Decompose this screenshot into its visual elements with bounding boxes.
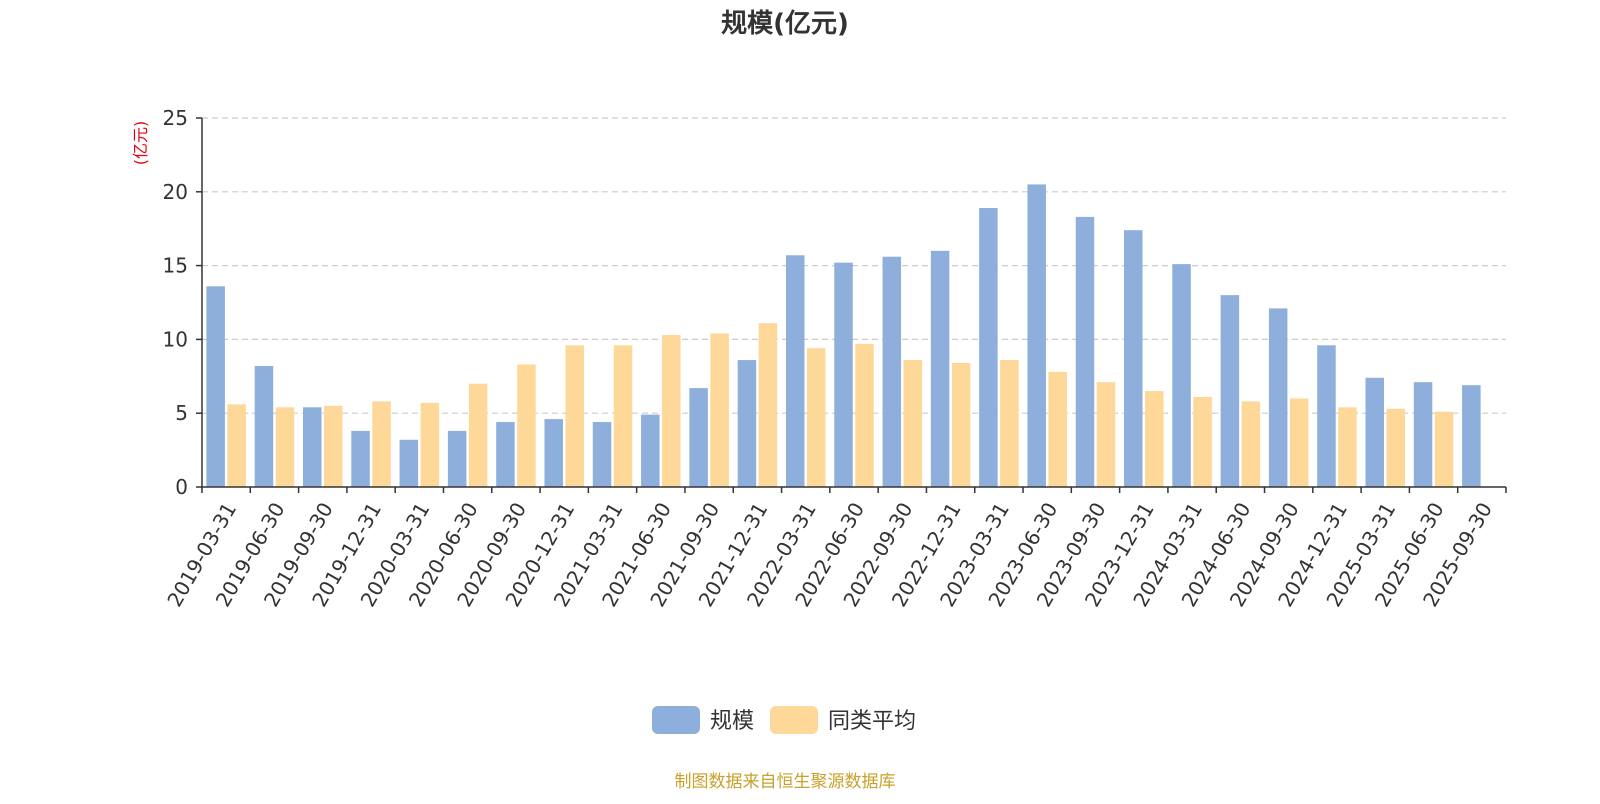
legend-item-scale[interactable]: 规模 xyxy=(652,706,754,734)
bar-peer-average-2019-06-30[interactable] xyxy=(275,407,295,487)
bar-peer-average-2021-12-31[interactable] xyxy=(758,323,778,487)
chart-title: 规模(亿元) xyxy=(721,9,849,39)
legend[interactable]: 规模 同类平均 xyxy=(652,706,916,734)
bar-peer-average-2022-09-30[interactable] xyxy=(903,360,923,487)
bar-peer-average-2019-03-31[interactable] xyxy=(227,404,246,487)
bar-scale-2019-06-30[interactable] xyxy=(254,365,274,487)
bar-scale-2025-09-30[interactable] xyxy=(1462,385,1481,487)
bar-scale-2023-03-31[interactable] xyxy=(979,208,998,487)
bar-scale-2023-12-31[interactable] xyxy=(1124,230,1143,487)
bar-scale-2024-06-30[interactable] xyxy=(1220,295,1240,487)
bar-scale-2024-03-31[interactable] xyxy=(1172,264,1191,487)
y-tick-label-0: 0 xyxy=(175,475,188,499)
bar-scale-2024-12-31[interactable] xyxy=(1317,345,1336,487)
legend-label-peer-average: 同类平均 xyxy=(828,709,916,734)
bar-scale-2021-03-31[interactable] xyxy=(592,422,612,487)
y-tick-label-2: 10 xyxy=(163,327,188,351)
bar-scale-2025-03-31[interactable] xyxy=(1365,377,1385,487)
bar-scale-2020-09-30[interactable] xyxy=(496,422,515,487)
bar-scale-2020-12-31[interactable] xyxy=(544,419,563,487)
bar-scale-2022-06-30[interactable] xyxy=(834,262,853,487)
grid-lines xyxy=(202,117,1506,414)
bar-peer-average-2019-12-31[interactable] xyxy=(372,401,391,487)
axes: 05101520252019-03-312019-06-302019-09-30… xyxy=(162,106,1507,611)
bar-peer-average-2023-06-30[interactable] xyxy=(1048,371,1067,487)
bar-peer-average-2021-09-30[interactable] xyxy=(710,333,729,487)
bar-peer-average-2022-03-31[interactable] xyxy=(806,348,826,487)
bar-peer-average-2024-03-31[interactable] xyxy=(1193,396,1212,487)
bar-scale-2024-09-30[interactable] xyxy=(1268,308,1288,487)
bar-peer-average-2023-09-30[interactable] xyxy=(1096,382,1116,487)
y-tick-label-1: 5 xyxy=(175,401,188,425)
y-tick-label-4: 20 xyxy=(163,180,188,204)
bar-scale-2022-09-30[interactable] xyxy=(882,256,902,487)
legend-label-scale: 规模 xyxy=(710,709,754,734)
legend-swatch-peer-average xyxy=(770,706,818,734)
bar-peer-average-2023-12-31[interactable] xyxy=(1145,391,1164,487)
bar-peer-average-2020-06-30[interactable] xyxy=(468,383,488,487)
bar-peer-average-2020-03-31[interactable] xyxy=(420,402,440,487)
y-tick-label-5: 25 xyxy=(163,106,188,130)
bar-peer-average-2021-06-30[interactable] xyxy=(662,334,681,487)
bar-scale-2019-03-31[interactable] xyxy=(206,286,225,487)
bar-peer-average-2020-12-31[interactable] xyxy=(565,345,584,487)
legend-swatch-scale xyxy=(652,706,700,734)
bar-scale-2023-06-30[interactable] xyxy=(1027,184,1046,488)
bar-peer-average-2025-06-30[interactable] xyxy=(1434,411,1454,487)
bar-peer-average-2023-03-31[interactable] xyxy=(1000,360,1019,487)
bar-scale-2021-09-30[interactable] xyxy=(689,388,708,487)
y-axis-unit-label: (亿元) xyxy=(131,121,150,166)
bar-scale-2019-12-31[interactable] xyxy=(351,430,370,487)
bar-peer-average-2025-03-31[interactable] xyxy=(1386,408,1406,487)
bar-peer-average-2020-09-30[interactable] xyxy=(517,364,536,487)
bar-peer-average-2021-03-31[interactable] xyxy=(613,345,633,487)
bar-scale-2022-12-31[interactable] xyxy=(930,250,950,487)
bars xyxy=(206,184,1481,488)
legend-item-peer-average[interactable]: 同类平均 xyxy=(770,706,916,734)
bar-scale-2025-06-30[interactable] xyxy=(1413,382,1433,487)
bar-peer-average-2024-09-30[interactable] xyxy=(1289,398,1309,487)
bar-peer-average-2022-12-31[interactable] xyxy=(951,363,971,487)
bar-peer-average-2022-06-30[interactable] xyxy=(855,343,874,487)
bar-peer-average-2024-12-31[interactable] xyxy=(1338,407,1357,487)
bar-scale-2021-06-30[interactable] xyxy=(641,414,660,487)
bar-scale-2020-06-30[interactable] xyxy=(447,430,467,487)
bar-scale-2023-09-30[interactable] xyxy=(1075,216,1095,487)
bar-scale-2019-09-30[interactable] xyxy=(302,407,322,487)
bar-scale-2021-12-31[interactable] xyxy=(737,360,757,487)
bar-peer-average-2019-09-30[interactable] xyxy=(323,405,343,487)
data-source-note: 制图数据来自恒生聚源数据库 xyxy=(675,772,896,792)
bar-scale-2022-03-31[interactable] xyxy=(785,255,805,487)
bar-peer-average-2024-06-30[interactable] xyxy=(1241,401,1261,487)
y-tick-label-3: 15 xyxy=(163,254,188,278)
bar-scale-2020-03-31[interactable] xyxy=(399,439,419,487)
